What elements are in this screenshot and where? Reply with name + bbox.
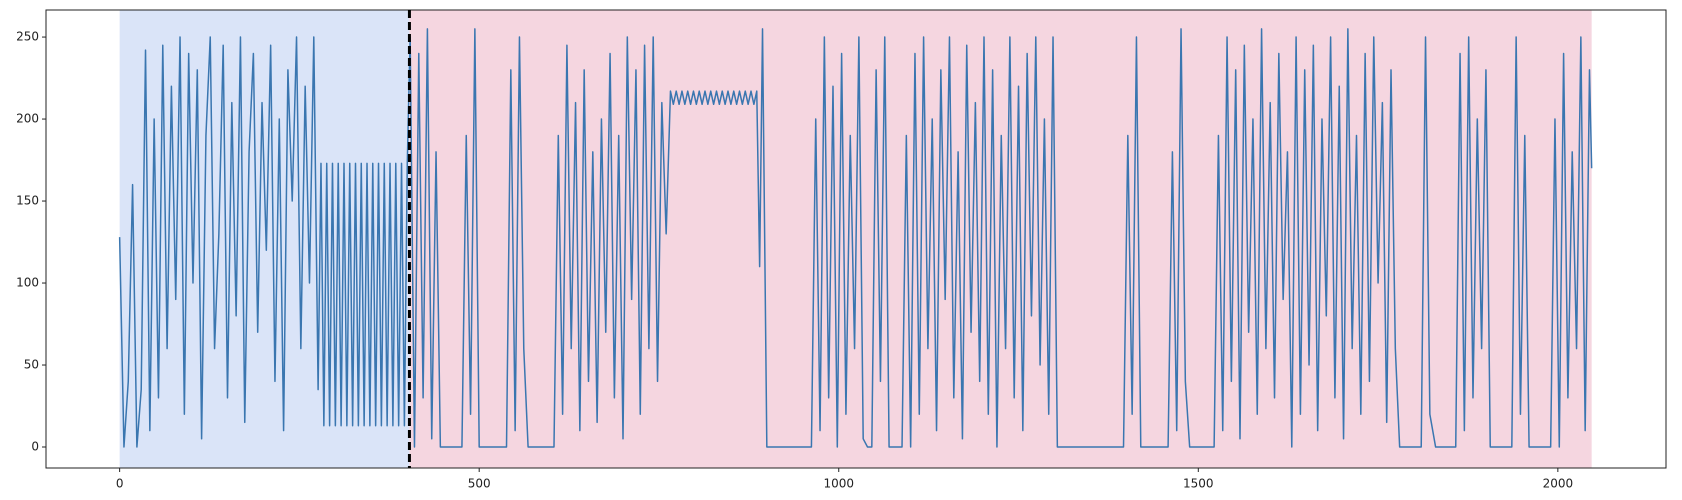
y-tick-label: 250 xyxy=(16,30,39,44)
y-tick-label: 0 xyxy=(31,440,39,454)
x-tick-label: 500 xyxy=(468,477,491,491)
plot xyxy=(118,28,1593,448)
x-tick-label: 2000 xyxy=(1543,477,1574,491)
x-tick-label: 0 xyxy=(116,477,124,491)
plot-frame xyxy=(45,9,1667,469)
y-tick-label: 150 xyxy=(16,194,39,208)
x-tick-label: 1500 xyxy=(1183,477,1214,491)
data-line xyxy=(118,28,1593,448)
y-tick-label: 200 xyxy=(16,112,39,126)
y-tick-label: 50 xyxy=(24,358,39,372)
x-tick-label: 1000 xyxy=(823,477,854,491)
y-tick-label: 100 xyxy=(16,276,39,290)
